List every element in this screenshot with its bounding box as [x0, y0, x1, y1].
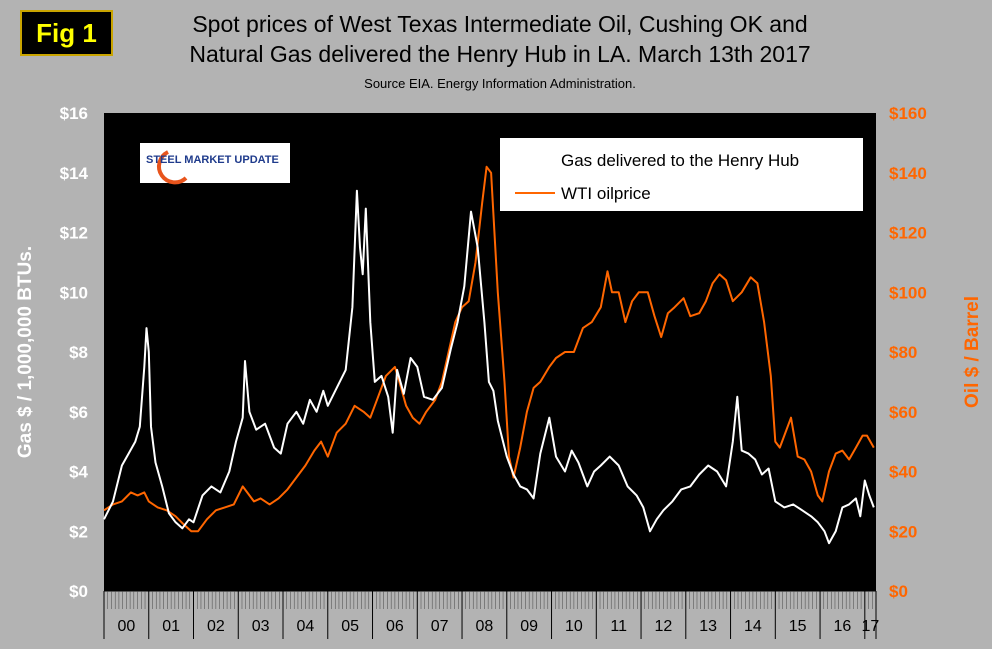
y2-tick-label: $60: [889, 403, 917, 422]
y-tick-label: $14: [60, 164, 89, 183]
x-tick-label: 04: [296, 618, 314, 635]
y2-tick-label: $80: [889, 343, 917, 362]
x-tick-label: 08: [476, 618, 494, 635]
legend-box: [500, 138, 863, 211]
left-axis: $0 $2 $4 $6 $8 $10 $12 $14 $16: [60, 104, 89, 601]
y2-tick-label: $100: [889, 283, 927, 302]
y-tick-label: $12: [60, 224, 88, 243]
logo-text: STEEL MARKET UPDATE: [146, 154, 279, 166]
x-tick-label: 16: [834, 618, 852, 635]
x-tick-label: 00: [117, 618, 135, 635]
chart-source: Source EIA. Energy Information Administr…: [364, 76, 636, 91]
x-tick-label: 12: [655, 618, 673, 635]
x-tick-label: 01: [162, 618, 180, 635]
y2-tick-label: $20: [889, 522, 917, 541]
x-tick-label: 05: [341, 618, 359, 635]
x-tick-label: 11: [610, 618, 627, 635]
x-tick-label: 17: [862, 618, 880, 635]
gas-price-line: [103, 189, 875, 545]
y2-tick-label: $140: [889, 164, 927, 183]
series-group: [103, 165, 875, 545]
y2-tick-label: $40: [889, 463, 917, 482]
y-tick-label: $0: [69, 582, 88, 601]
x-tick-label: 10: [565, 618, 583, 635]
oil-price-line: [103, 165, 875, 533]
y2-tick-label: $120: [889, 224, 927, 243]
x-tick-label: 14: [744, 618, 762, 635]
y-axis-label: Gas $ / 1,000,000 BTUs.: [15, 246, 36, 458]
legend: Gas delivered to the Henry Hub WTI oilpr…: [500, 138, 863, 211]
logo-swoosh-icon: [157, 150, 188, 185]
y2-axis-label: Oil $ / Barrel: [962, 296, 983, 408]
fig-badge: Fig 1: [20, 10, 113, 56]
logo: STEEL MARKET UPDATE: [140, 143, 290, 185]
y-tick-label: $6: [69, 403, 88, 422]
x-axis: 00 01 02 03 04 05 06 07 08 09 10 11 12 13 14 15 16 17: [103, 590, 880, 639]
x-tick-label: 03: [252, 618, 270, 635]
y2-tick-label: $160: [889, 104, 927, 123]
x-tick-label: 06: [386, 618, 404, 635]
chart-title: Spot prices of West Texas Intermediate O…: [120, 9, 880, 69]
y-tick-label: $2: [69, 522, 88, 541]
x-tick-label: 13: [699, 618, 717, 635]
x-tick-label: 09: [520, 618, 538, 635]
y-tick-label: $4: [69, 463, 88, 482]
right-axis: $0 $20 $40 $60 $80 $100 $120 $140 $160: [889, 104, 927, 601]
x-axis-band: [104, 591, 876, 639]
chart-title-line2: Natural Gas delivered the Henry Hub in L…: [189, 41, 811, 67]
chart-title-line1: Spot prices of West Texas Intermediate O…: [192, 11, 808, 37]
y-tick-label: $10: [60, 283, 88, 302]
legend-label-oil: WTI oilprice: [561, 184, 651, 203]
y-tick-label: $16: [60, 104, 88, 123]
x-tick-label: 02: [207, 618, 225, 635]
legend-label-gas: Gas delivered to the Henry Hub: [561, 151, 799, 170]
y2-tick-label: $0: [889, 582, 908, 601]
x-tick-label: 15: [789, 618, 807, 635]
x-tick-label: 07: [431, 618, 449, 635]
y-tick-label: $8: [69, 343, 88, 362]
